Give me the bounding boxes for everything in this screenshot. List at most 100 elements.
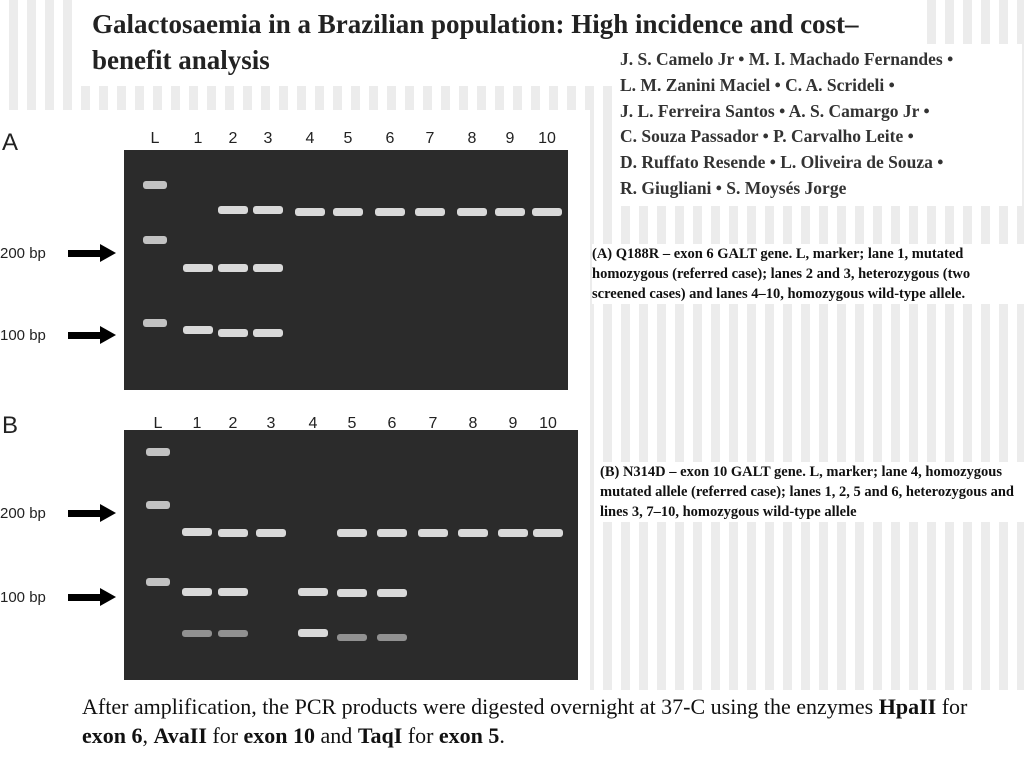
footer-text: After amplification, the PCR products we… [82, 692, 1012, 750]
gel-band [182, 588, 212, 596]
gel-band [337, 634, 367, 641]
gel-band [377, 589, 407, 597]
lane-label: 4 [306, 130, 315, 147]
gel-band [377, 634, 407, 641]
footer [0, 690, 1024, 768]
gel-band [415, 208, 445, 216]
arrow-head [100, 504, 116, 522]
arrow-head [100, 326, 116, 344]
gel-band [253, 206, 283, 214]
lane-label: 1 [193, 415, 202, 432]
lane-label: 6 [386, 130, 395, 147]
figure: A L 1 2 3 4 5 6 7 8 9 10 200 bp 100 bp B L 1 2 3 4 5 6 7 8 9 10 20… [0, 110, 590, 690]
gel-band [218, 529, 248, 537]
panel-label: A [2, 129, 18, 156]
footer-run: exon 10 [243, 723, 316, 748]
arrow-shaft [68, 250, 102, 257]
gel-band [375, 208, 405, 216]
lane-label: 7 [426, 130, 435, 147]
footer-run: and [315, 723, 358, 748]
gel-band [143, 181, 167, 189]
lane-label: 10 [539, 415, 557, 432]
marker-label: 100 bp [0, 589, 46, 606]
gel-band [143, 319, 167, 327]
author-line: J. S. Camelo Jr • M. I. Machado Fernande… [620, 49, 954, 69]
gel-band [457, 208, 487, 216]
footer-run: for [206, 723, 244, 748]
footer-run: TaqI [357, 723, 403, 748]
gel-band [337, 529, 367, 537]
lane-label: 9 [509, 415, 518, 432]
lane-label: 10 [538, 130, 556, 147]
footer-run: HpaII [878, 694, 937, 719]
gel-band [495, 208, 525, 216]
gel-band [218, 588, 248, 596]
gel-band [253, 264, 283, 272]
lane-label: 9 [506, 130, 515, 147]
gel-band [337, 589, 367, 597]
footer-run: , [142, 723, 154, 748]
gel-band [218, 264, 248, 272]
gel-band [146, 578, 170, 586]
gel-band [182, 528, 212, 536]
footer-run: . [499, 723, 505, 748]
panel-label: B [2, 412, 18, 439]
footer-run: exon 6 [82, 723, 143, 748]
lane-label: 5 [348, 415, 357, 432]
gel-band [333, 208, 363, 216]
gel-figure: A L 1 2 3 4 5 6 7 8 9 10 200 bp 100 bp B L 1 2 3 4 5 6 7 8 9 10 20… [0, 129, 578, 680]
marker-label: 100 bp [0, 327, 46, 344]
lane-label: 6 [388, 415, 397, 432]
footer-run: exon 5 [438, 723, 500, 748]
gel-band [295, 208, 325, 216]
gel-band [498, 529, 528, 537]
title: Galactosaemia in a Brazilian population:… [78, 0, 918, 86]
marker-label: 200 bp [0, 505, 46, 522]
lane-label: 5 [344, 130, 353, 147]
gel-band [143, 236, 167, 244]
gel-band [458, 529, 488, 537]
author-line: R. Giugliani • S. Moysés Jorge [620, 177, 847, 198]
author-line: C. Souza Passador • P. Carvalho Leite • [620, 126, 914, 147]
gel-band [146, 448, 170, 456]
gel-band [377, 529, 407, 537]
author-line: D. Ruffato Resende • L. Oliveira de Souz… [620, 152, 944, 173]
gel-image [124, 430, 578, 680]
lane-label: 7 [429, 415, 438, 432]
lane-label: L [151, 130, 160, 147]
lane-label: 2 [229, 415, 238, 432]
author-line: L. M. Zanini Maciel • C. A. Scrideli • [620, 74, 895, 95]
caption: (A) Q188R – exon 6 GALT gene. L, marker;… [592, 244, 1024, 304]
gel-band [183, 264, 213, 272]
footer-run: for [402, 723, 439, 748]
gel-band [218, 329, 248, 337]
arrow-head [100, 588, 116, 606]
lane-label: 1 [194, 130, 203, 147]
gel-band [256, 529, 286, 537]
gel-band [298, 629, 328, 637]
lane-label: L [154, 415, 163, 432]
lane-label: 8 [468, 130, 477, 147]
gel-band [218, 206, 248, 214]
arrow-shaft [68, 510, 102, 517]
gel-band [532, 208, 562, 216]
author-line: J. L. Ferreira Santos • A. S. Camargo Jr… [620, 100, 930, 121]
lane-label: 8 [469, 415, 478, 432]
lane-label: 3 [267, 415, 276, 432]
gel-band [183, 326, 213, 334]
caption: (B) N314D – exon 10 GALT gene. L, marker… [600, 462, 1024, 522]
arrow-head [100, 244, 116, 262]
lane-label: 4 [309, 415, 318, 432]
footer-run: AvaII [153, 723, 207, 748]
gel-band [146, 501, 170, 509]
lane-label: 3 [264, 130, 273, 147]
lane-label: 2 [229, 130, 238, 147]
gel-band [253, 329, 283, 337]
marker-label: 200 bp [0, 245, 46, 262]
gel-band [418, 529, 448, 537]
footer-run: After amplification, the PCR products we… [82, 694, 879, 719]
gel-band [182, 630, 212, 637]
gel-band [533, 529, 563, 537]
gel-band [298, 588, 328, 596]
